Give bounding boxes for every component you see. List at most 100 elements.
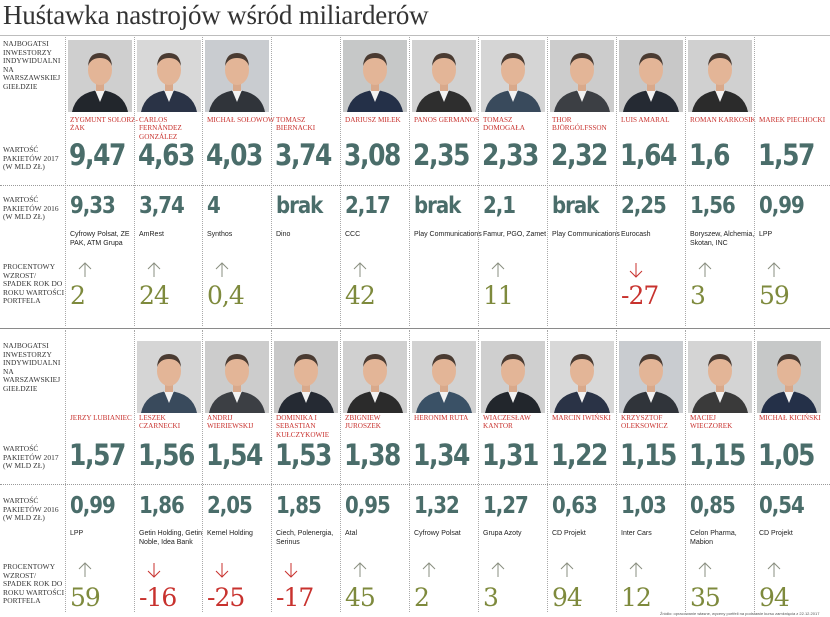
- companies-label: Getin Holding, Getin Noble, Idea Bank: [139, 530, 203, 546]
- companies-label: Celon Pharma, Mabion: [690, 530, 737, 546]
- companies-label: Eurocash: [621, 231, 651, 238]
- change-percent: 0,4: [207, 281, 245, 310]
- column-divider: [202, 330, 203, 612]
- value-2016: brak: [552, 193, 599, 219]
- value-2017: 1,31: [482, 438, 539, 472]
- change-percent: 11: [483, 281, 514, 310]
- value-2016: 1,85: [276, 493, 322, 519]
- row-label-value-2016: WARTOŚĆ PAKIETÓW 2016 (W MLD ZŁ): [3, 496, 59, 523]
- companies-label: Inter Cars: [621, 530, 652, 537]
- investor-name: MICHAŁ KICIŃSKI: [759, 414, 821, 422]
- investor-photo: [412, 341, 476, 413]
- investor-photo: [619, 40, 683, 112]
- arrow-up-icon: [422, 562, 436, 578]
- column-divider: [409, 330, 410, 612]
- investor-name: TOMASZ DOMOGAŁA: [483, 116, 525, 133]
- companies-label: Cyfrowy Polsat, ZE PAK, ATM Grupa: [70, 231, 130, 247]
- arrow-up-icon: [215, 262, 229, 278]
- change-percent: 35: [690, 583, 721, 612]
- value-2017: 3,08: [344, 138, 401, 172]
- column-divider: [685, 330, 686, 612]
- investor-photo: [205, 40, 269, 112]
- investor-photo: [412, 40, 476, 112]
- investor-name: MAREK PIECHOCKI: [759, 116, 826, 124]
- column-divider: [65, 37, 66, 326]
- value-2017: 1,34: [413, 438, 470, 472]
- column-divider: [65, 330, 66, 612]
- value-2016: 2,17: [345, 193, 391, 219]
- investor-name: ROMAN KARKOSIK: [690, 116, 756, 124]
- divider: [0, 35, 830, 36]
- change-percent: -16: [139, 583, 177, 612]
- investor-name: MICHAŁ SOŁOWOW: [207, 116, 275, 124]
- value-2016: brak: [276, 193, 323, 219]
- column-divider: [478, 330, 479, 612]
- investor-photo: [550, 40, 614, 112]
- divider: [0, 484, 830, 485]
- value-2016: 2,1: [483, 193, 516, 219]
- companies-label: Dino: [276, 231, 291, 238]
- investor-name: PANOS GERMANOS: [414, 116, 480, 124]
- change-percent: 2: [70, 281, 86, 310]
- row-label-value-2016: WARTOŚĆ PAKIETÓW 2016 (W MLD ZŁ): [3, 195, 59, 222]
- row-label-investors: NAJBOGATSI INWESTORZY INDYWIDUALNI NA WA…: [3, 39, 61, 91]
- companies-label: Ciech, Polenergia, Serinus: [276, 530, 334, 546]
- investor-name: MARCIN IWIŃSKI: [552, 414, 611, 422]
- column-divider: [134, 330, 135, 612]
- investor-name: LUIS AMARAL: [621, 116, 670, 124]
- investor-name: DOMINIKA I SEBASTIAN KUŁCZYKOWIE: [276, 414, 330, 439]
- investor-photo: [68, 40, 132, 112]
- investor-photo: [619, 341, 683, 413]
- investor-photo: [481, 341, 545, 413]
- change-percent: 59: [759, 281, 790, 310]
- column-divider: [616, 330, 617, 612]
- arrow-up-icon: [767, 562, 781, 578]
- value-2016: 9,33: [70, 193, 116, 219]
- change-percent: 94: [552, 583, 583, 612]
- change-percent: 94: [759, 583, 790, 612]
- companies-label: CD Projekt: [552, 530, 586, 537]
- investor-photo: [137, 40, 201, 112]
- change-percent: -25: [207, 583, 245, 612]
- investor-name: WIACZESŁAW KANTOR: [483, 414, 531, 431]
- divider: [0, 185, 830, 186]
- investor-name: HERONIM RUTA: [414, 414, 469, 422]
- value-2016: 0,95: [345, 493, 391, 519]
- arrow-up-icon: [353, 262, 367, 278]
- divider: [0, 328, 830, 329]
- change-percent: 12: [621, 583, 652, 612]
- column-divider: [547, 330, 548, 612]
- value-2017: 3,74: [275, 138, 332, 172]
- arrow-down-icon: [284, 562, 298, 578]
- value-2017: 1,64: [620, 138, 677, 172]
- arrow-up-icon: [78, 562, 92, 578]
- companies-label: Famur, PGO, Zamet: [483, 231, 547, 238]
- value-2016: 2,25: [621, 193, 667, 219]
- investor-photo: [205, 341, 269, 413]
- value-2017: 1,15: [620, 438, 677, 472]
- value-2016: 1,03: [621, 493, 667, 519]
- investor-photo: [757, 341, 821, 413]
- value-2016: brak: [414, 193, 461, 219]
- page-title: Huśtawka nastrojów wśród miliarderów: [3, 0, 429, 30]
- arrow-up-icon: [78, 262, 92, 278]
- arrow-up-icon: [560, 562, 574, 578]
- value-2017: 2,32: [551, 138, 608, 172]
- investor-photo: [274, 341, 338, 413]
- arrow-up-icon: [698, 562, 712, 578]
- companies-label: AmRest: [139, 231, 164, 238]
- column-divider: [340, 330, 341, 612]
- investor-name: CARLOS FERNÁNDEZ GONZÁLEZ: [139, 116, 182, 141]
- column-divider: [685, 37, 686, 326]
- value-2016: 3,74: [139, 193, 185, 219]
- value-2017: 1,05: [758, 438, 815, 472]
- companies-label: Play Communications: [414, 231, 482, 238]
- investor-photo: [688, 341, 752, 413]
- companies-label: LPP: [759, 231, 773, 238]
- companies-label: CCC: [345, 231, 361, 238]
- column-divider: [409, 37, 410, 326]
- companies-label: Atal: [345, 530, 358, 537]
- value-2016: 0,63: [552, 493, 598, 519]
- arrow-up-icon: [491, 562, 505, 578]
- investor-photo: [343, 341, 407, 413]
